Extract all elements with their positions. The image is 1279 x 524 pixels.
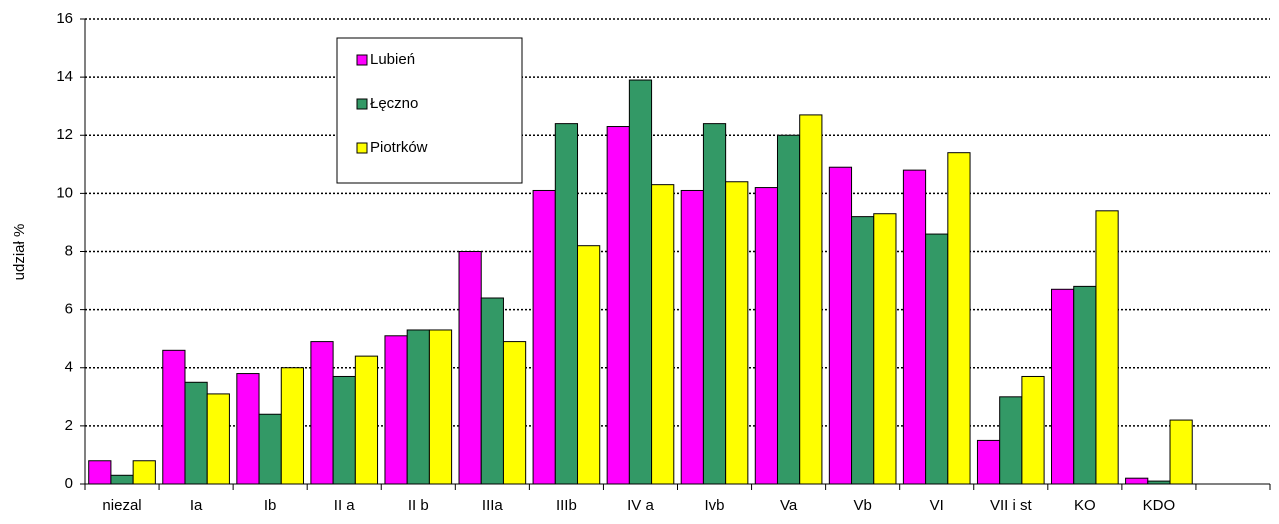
bar: [776, 134, 801, 485]
bar: [258, 413, 282, 485]
bar: [702, 123, 727, 485]
x-tick-label: Vb: [853, 497, 871, 514]
bar: [88, 460, 112, 485]
x-tick-label: niezal: [102, 497, 141, 514]
x-tick-label: KO: [1074, 497, 1096, 514]
bar: [680, 189, 704, 485]
x-tick-label: Ia: [190, 497, 203, 514]
bar: [902, 169, 927, 485]
bar: [406, 329, 430, 485]
legend-box: [336, 37, 523, 184]
bar: [184, 381, 208, 485]
bar: [354, 355, 379, 485]
bar: [332, 375, 356, 485]
bar: [532, 189, 556, 485]
bar: [628, 79, 653, 485]
x-tick-label: Va: [780, 497, 798, 514]
bar: [1021, 375, 1045, 485]
bar: [925, 233, 949, 485]
x-tick-label: Ib: [264, 497, 277, 514]
bar: [310, 341, 334, 485]
bar: [1073, 285, 1097, 485]
x-tick-label: II b: [408, 497, 429, 514]
bar: [162, 349, 186, 485]
bar: [458, 251, 482, 485]
x-tick-label: KDO: [1143, 497, 1176, 514]
y-axis-label: udział %: [11, 224, 28, 281]
bar: [1125, 477, 1149, 485]
y-tick-label: 12: [56, 126, 73, 143]
bar: [606, 126, 630, 485]
legend-swatch: [356, 142, 368, 154]
y-tick-label: 0: [65, 475, 73, 492]
bar: [1051, 288, 1075, 485]
bar: [577, 245, 601, 485]
legend-label: Lubień: [370, 51, 415, 68]
x-tick-label: VII i st: [990, 497, 1033, 514]
y-tick-label: 16: [56, 10, 73, 27]
bar: [384, 335, 408, 485]
y-tick-label: 10: [56, 184, 73, 201]
y-tick-label: 2: [65, 417, 73, 434]
legend-label: Piotrków: [370, 139, 428, 156]
legend-swatch: [356, 54, 368, 66]
bar: [1147, 480, 1171, 485]
x-tick-label: IIIa: [482, 497, 504, 514]
bar: [947, 152, 971, 485]
bar: [554, 123, 579, 485]
legend-swatch: [356, 98, 368, 110]
x-tick-label: VI: [930, 497, 944, 514]
bar: [976, 439, 1001, 485]
bar: [110, 474, 134, 485]
legend-label: Łęczno: [370, 95, 418, 112]
x-tick-label: II a: [334, 497, 356, 514]
bar: [725, 181, 749, 485]
bar: [1169, 419, 1193, 485]
bar: [799, 114, 823, 485]
x-tick-label: Ivb: [705, 497, 725, 514]
bar: [754, 187, 778, 485]
x-tick-label: IV a: [627, 497, 654, 514]
y-tick-label: 4: [65, 359, 73, 376]
y-tick-label: 8: [65, 242, 73, 259]
y-tick-label: 6: [65, 301, 73, 318]
bar: [873, 213, 897, 485]
bar: [206, 393, 230, 485]
x-tick-label: IIIb: [556, 497, 577, 514]
y-tick-label: 14: [56, 68, 73, 85]
bar: [280, 367, 304, 485]
bar: [828, 166, 853, 485]
bar: [236, 373, 260, 485]
bar: [1095, 210, 1119, 485]
bar: [999, 396, 1023, 485]
bar: [428, 329, 453, 485]
bar: [651, 184, 675, 485]
bar: [502, 341, 527, 485]
bar: [480, 297, 504, 485]
bar: [851, 216, 875, 485]
bar: [132, 460, 156, 485]
